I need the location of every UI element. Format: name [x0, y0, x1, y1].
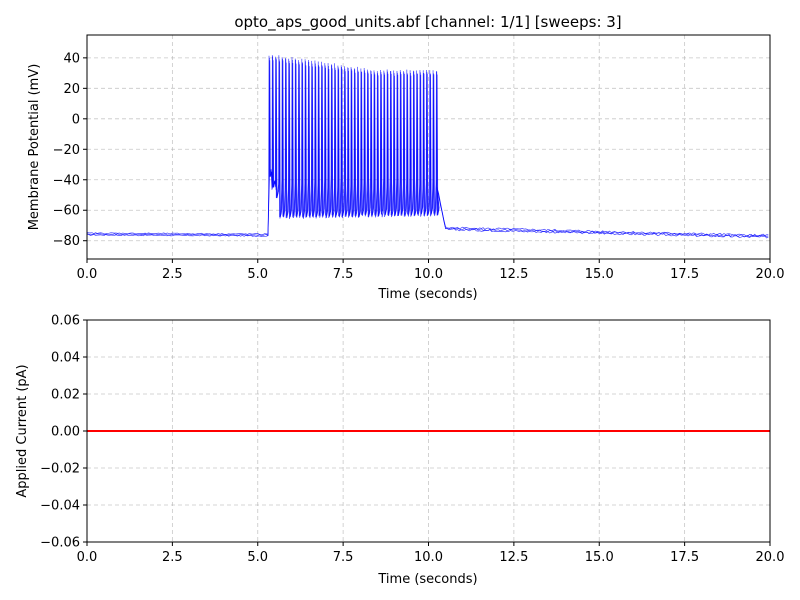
bottom-x-tick-label: 7.5 [333, 550, 354, 565]
bottom-x-tick-label: 5.0 [247, 550, 268, 565]
bottom-y-tick-label: 0.00 [51, 425, 80, 440]
top-x-tick-label: 20.0 [756, 267, 785, 282]
bottom-y-tick-label: −0.02 [40, 462, 80, 477]
top-y-tick-label: 0 [72, 112, 80, 127]
top-y-tick-label: −20 [53, 143, 80, 158]
bottom-x-tick-label: 12.5 [499, 550, 528, 565]
top-x-tick-label: 10.0 [414, 267, 443, 282]
top-y-tick-label: 20 [63, 82, 80, 97]
bottom-x-tick-label: 20.0 [756, 550, 785, 565]
sweep-trace [86, 59, 769, 237]
top-y-tick-label: 40 [63, 51, 80, 66]
bottom-x-tick-label: 10.0 [414, 550, 443, 565]
sweep-trace [86, 55, 769, 239]
bottom-y-tick-label: 0.06 [51, 314, 80, 329]
bottom-y-tick-label: 0.02 [51, 388, 80, 403]
bottom-y-axis-label: Applied Current (pA) [15, 364, 30, 497]
bottom-y-tick-label: −0.04 [40, 499, 80, 514]
top-grid [86, 35, 771, 259]
applied-current-panel: 0.0 2.5 5.0 7.5 10.0 12.5 15.0 17.5 20.0 0.06 0.04… [15, 314, 784, 588]
bottom-x-tick-label: 2.5 [162, 550, 183, 565]
top-x-tick-label: 2.5 [162, 267, 183, 282]
bottom-y-tick-label: −0.06 [40, 536, 80, 551]
bottom-x-axis-label: Time (seconds) [377, 572, 477, 587]
top-x-tick-label: 12.5 [499, 267, 528, 282]
membrane-potential-traces [86, 55, 769, 239]
top-ticks: 0.0 2.5 5.0 7.5 10.0 12.5 15.0 17.5 20.0 40 20 0 −20… [53, 51, 785, 282]
top-y-tick-label: −60 [53, 204, 80, 219]
top-x-tick-label: 5.0 [247, 267, 268, 282]
bottom-x-tick-label: 17.5 [670, 550, 699, 565]
chart-title: opto_aps_good_units.abf [channel: 1/1] [… [234, 13, 621, 32]
top-x-tick-label: 0.0 [77, 267, 98, 282]
bottom-ticks: 0.0 2.5 5.0 7.5 10.0 12.5 15.0 17.5 20.0 0.06 0.04… [40, 314, 784, 566]
top-y-axis-label: Membrane Potential (mV) [27, 64, 42, 231]
bottom-x-tick-label: 0.0 [77, 550, 98, 565]
top-x-axis-label: Time (seconds) [377, 287, 477, 302]
bottom-x-tick-label: 15.0 [585, 550, 614, 565]
top-x-tick-label: 15.0 [585, 267, 614, 282]
bottom-y-tick-label: 0.04 [51, 351, 80, 366]
membrane-potential-panel: opto_aps_good_units.abf [channel: 1/1] [… [27, 13, 784, 302]
top-y-tick-label: −40 [53, 173, 80, 188]
top-y-tick-label: −80 [53, 234, 80, 249]
top-x-tick-label: 17.5 [670, 267, 699, 282]
top-x-tick-label: 7.5 [333, 267, 354, 282]
sweep-trace [86, 56, 769, 238]
